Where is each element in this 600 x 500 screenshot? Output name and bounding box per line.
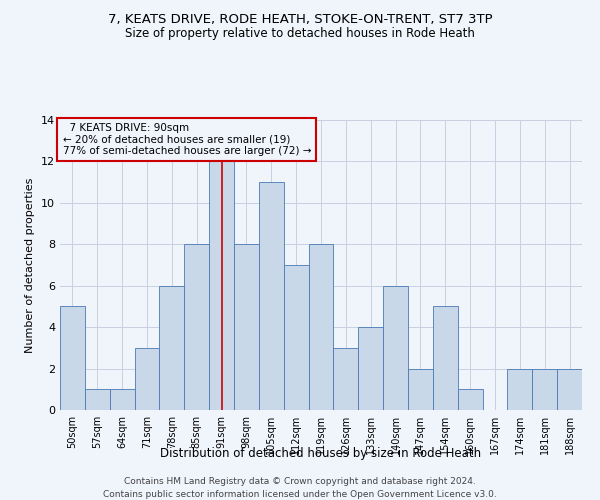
Bar (85, 390, 110, 410)
Bar (110, 390, 134, 410)
Bar (508, 368, 532, 410)
Bar (383, 286, 408, 410)
Bar (60, 306, 85, 410)
Bar (308, 244, 334, 410)
Text: Contains HM Land Registry data © Crown copyright and database right 2024.: Contains HM Land Registry data © Crown c… (124, 478, 476, 486)
Bar (134, 348, 160, 410)
Bar (209, 162, 234, 410)
Bar (458, 390, 482, 410)
Text: 7 KEATS DRIVE: 90sqm
← 20% of detached houses are smaller (19)
77% of semi-detac: 7 KEATS DRIVE: 90sqm ← 20% of detached h… (62, 123, 311, 156)
Bar (433, 306, 458, 410)
Bar (408, 368, 433, 410)
Text: 7, KEATS DRIVE, RODE HEATH, STOKE-ON-TRENT, ST7 3TP: 7, KEATS DRIVE, RODE HEATH, STOKE-ON-TRE… (107, 12, 493, 26)
Bar (532, 368, 557, 410)
Bar (160, 286, 184, 410)
Text: Size of property relative to detached houses in Rode Heath: Size of property relative to detached ho… (125, 28, 475, 40)
Bar (557, 368, 582, 410)
Text: Distribution of detached houses by size in Rode Heath: Distribution of detached houses by size … (160, 448, 482, 460)
Bar (234, 244, 259, 410)
Bar (259, 182, 284, 410)
Y-axis label: Number of detached properties: Number of detached properties (25, 178, 35, 352)
Text: Contains public sector information licensed under the Open Government Licence v3: Contains public sector information licen… (103, 490, 497, 499)
Bar (184, 244, 209, 410)
Bar (358, 327, 383, 410)
Bar (334, 348, 358, 410)
Bar (284, 265, 308, 410)
